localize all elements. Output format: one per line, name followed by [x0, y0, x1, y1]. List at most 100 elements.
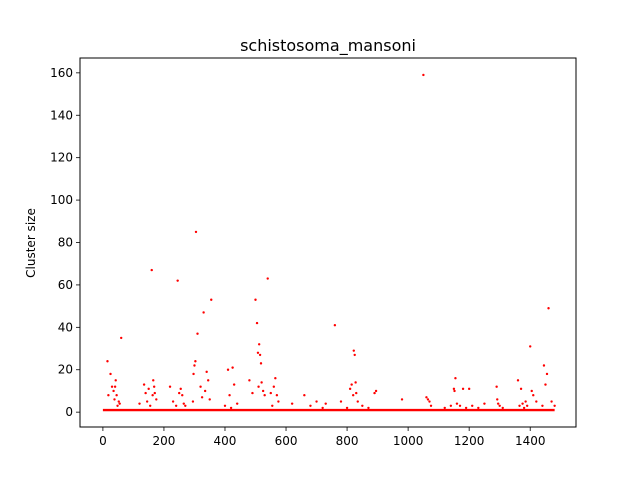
data-point — [106, 360, 109, 363]
x-tick-label: 0 — [99, 434, 107, 448]
data-point — [115, 393, 118, 397]
data-point — [232, 383, 236, 386]
data-point — [321, 406, 324, 410]
data-point — [231, 366, 234, 369]
data-point — [145, 400, 149, 403]
data-point — [181, 393, 184, 397]
data-point — [259, 362, 263, 365]
data-point — [547, 307, 550, 310]
data-point — [155, 398, 158, 401]
data-point — [255, 321, 259, 325]
data-point — [192, 372, 195, 376]
data-point — [199, 385, 202, 388]
data-point — [353, 353, 356, 357]
data-point — [109, 372, 112, 376]
plot-frame — [79, 57, 577, 428]
data-point — [117, 400, 120, 403]
data-point — [426, 398, 430, 401]
data-point — [501, 406, 504, 410]
x-tick-label: 800 — [336, 434, 359, 448]
data-point — [277, 400, 280, 403]
data-point — [524, 400, 527, 403]
data-point — [260, 381, 263, 384]
data-point — [179, 387, 182, 391]
data-point — [498, 404, 501, 407]
data-point — [254, 298, 257, 301]
data-point — [425, 396, 428, 399]
data-point — [458, 404, 462, 407]
y-tick-label: 40 — [58, 320, 73, 334]
y-tick-label: 160 — [50, 66, 73, 80]
data-point — [153, 391, 156, 395]
data-point — [203, 389, 207, 393]
data-point — [356, 400, 359, 403]
data-point — [194, 360, 197, 363]
data-point — [345, 406, 349, 410]
data-point — [495, 385, 498, 388]
data-point — [290, 402, 294, 405]
data-point — [553, 404, 556, 407]
points-layer — [106, 73, 556, 410]
data-point — [354, 381, 357, 384]
data-point — [210, 298, 213, 301]
data-point — [400, 398, 404, 401]
data-point — [120, 336, 123, 340]
data-point — [261, 389, 265, 393]
data-point — [461, 387, 465, 391]
data-point — [193, 364, 196, 367]
data-point — [355, 391, 358, 395]
data-point — [208, 398, 211, 401]
data-point — [453, 389, 456, 393]
data-point — [196, 332, 199, 335]
data-point — [113, 385, 117, 388]
data-point — [147, 387, 150, 391]
data-point — [116, 404, 119, 407]
data-point — [309, 404, 312, 407]
data-point — [194, 230, 198, 234]
data-point — [274, 377, 277, 380]
data-point — [138, 402, 141, 405]
data-point — [113, 398, 116, 401]
data-point — [269, 391, 272, 395]
data-point — [496, 402, 500, 405]
data-point — [226, 368, 230, 371]
data-point — [176, 279, 179, 282]
data-point — [235, 402, 239, 405]
data-point — [275, 393, 279, 397]
data-point — [519, 387, 523, 391]
data-point — [454, 377, 457, 380]
data-point — [144, 391, 147, 395]
data-point — [263, 393, 266, 397]
data-point — [112, 389, 115, 393]
chart-title: schistosoma_mansoni — [240, 36, 416, 56]
data-point — [521, 402, 524, 405]
data-point — [471, 404, 474, 407]
data-point — [184, 404, 187, 407]
data-point — [114, 379, 117, 382]
data-point — [257, 385, 260, 388]
data-point — [483, 402, 486, 405]
data-point — [256, 351, 260, 354]
data-point — [452, 387, 456, 391]
data-point — [529, 345, 532, 348]
data-point — [149, 404, 152, 407]
y-axis-ticks: 0 20 40 60 80 100 120 140 160 — [50, 66, 80, 419]
x-tick-label: 400 — [214, 434, 237, 448]
data-point — [352, 349, 355, 352]
data-point — [443, 406, 446, 410]
data-point — [351, 393, 355, 397]
data-point — [107, 393, 110, 397]
data-point — [191, 400, 195, 403]
data-point — [449, 404, 453, 407]
data-point — [550, 400, 553, 403]
data-point — [367, 406, 370, 410]
data-point — [142, 383, 146, 386]
data-point — [350, 383, 353, 386]
data-point — [228, 393, 231, 397]
data-point — [535, 400, 538, 403]
data-point — [152, 385, 156, 388]
data-point — [150, 268, 153, 272]
data-point — [151, 393, 154, 397]
data-point — [171, 400, 175, 403]
